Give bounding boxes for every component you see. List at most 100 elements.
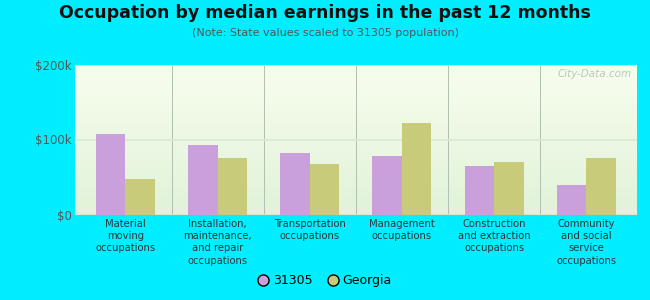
Bar (75, 151, 637, 152)
Bar (75, 78, 637, 79)
Bar (75, 80, 637, 81)
Bar (75, 102, 637, 103)
Bar (75, 136, 637, 137)
Bar (75, 106, 637, 107)
Bar (75, 118, 637, 119)
Bar (75, 164, 637, 165)
Bar (75, 187, 637, 188)
Bar (75, 190, 637, 191)
Bar (75, 110, 637, 111)
Bar (75, 85, 637, 86)
Bar (75, 145, 637, 146)
Bar (75, 193, 637, 194)
Bar (75, 75, 637, 76)
Bar (75, 100, 637, 101)
Bar (75, 86, 637, 87)
Bar (75, 84, 637, 85)
Bar (75, 64, 637, 65)
Bar (75, 71, 637, 72)
Bar (75, 88, 637, 89)
Bar (75, 111, 637, 112)
Bar (75, 94, 637, 95)
Bar (75, 185, 637, 186)
Bar (75, 118, 637, 119)
Bar (75, 170, 637, 171)
Bar (75, 68, 637, 69)
Bar (75, 130, 637, 131)
Bar (75, 116, 637, 117)
Bar (75, 132, 637, 133)
Bar (75, 201, 637, 202)
Bar (75, 173, 637, 174)
Bar (75, 203, 637, 204)
Bar (75, 91, 637, 92)
Bar (75, 108, 637, 109)
Bar (494, 162, 524, 214)
Bar (75, 177, 637, 178)
Bar (75, 103, 637, 104)
Text: Occupation by median earnings in the past 12 months: Occupation by median earnings in the pas… (59, 4, 591, 22)
Bar (75, 166, 637, 167)
Bar (75, 66, 637, 67)
Bar (75, 123, 637, 124)
Bar (75, 196, 637, 197)
Bar (75, 179, 637, 180)
Bar (75, 87, 637, 88)
Bar (75, 199, 637, 200)
Bar (75, 205, 637, 206)
Bar (96, 134, 125, 214)
Bar (75, 158, 637, 159)
Bar (75, 142, 637, 143)
Bar (75, 153, 637, 154)
Bar (75, 117, 637, 118)
Bar (75, 194, 637, 195)
Bar (75, 213, 637, 214)
Bar (75, 154, 637, 155)
Bar (75, 124, 637, 125)
Bar (280, 153, 310, 214)
Bar (310, 164, 339, 214)
Bar (75, 76, 637, 77)
Bar (75, 83, 637, 84)
Bar (75, 119, 637, 120)
Legend: 31305, Georgia: 31305, Georgia (253, 269, 397, 292)
Bar (75, 70, 637, 71)
Bar (75, 169, 637, 170)
Bar (218, 158, 247, 214)
Bar (75, 125, 637, 126)
Bar (125, 178, 155, 214)
Bar (75, 141, 637, 142)
Bar (75, 168, 637, 169)
Bar (75, 114, 637, 115)
Bar (75, 212, 637, 213)
Bar (75, 74, 637, 75)
Bar (75, 93, 637, 94)
Bar (75, 181, 637, 182)
Bar (75, 192, 637, 193)
Bar (75, 210, 637, 211)
Bar (75, 99, 637, 100)
Bar (75, 180, 637, 181)
Bar (75, 121, 637, 122)
Bar (75, 195, 637, 196)
Bar (75, 109, 637, 110)
Bar (75, 171, 637, 172)
Bar (75, 92, 637, 93)
Bar (75, 90, 637, 91)
Bar (75, 85, 637, 86)
Bar (75, 206, 637, 207)
Bar (75, 73, 637, 74)
Bar (75, 67, 637, 68)
Bar (75, 149, 637, 150)
Bar (75, 211, 637, 212)
Bar (75, 175, 637, 176)
Bar (75, 101, 637, 102)
Text: City-Data.com: City-Data.com (557, 69, 631, 79)
Bar (75, 69, 637, 70)
Bar (75, 113, 637, 114)
Bar (75, 198, 637, 199)
Bar (75, 167, 637, 168)
Bar (75, 182, 637, 183)
Bar (75, 202, 637, 203)
Bar (465, 166, 494, 214)
